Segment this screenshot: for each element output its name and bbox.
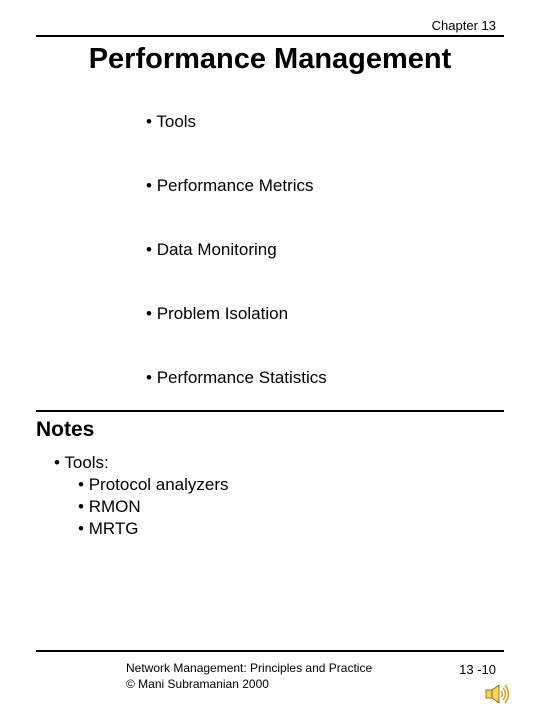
notes-list: • Tools: • Protocol analyzers • RMON • M…: [54, 452, 504, 540]
list-item-text: Problem Isolation: [157, 304, 288, 323]
notes-heading: Notes: [36, 418, 504, 442]
footer-text: Network Management: Principles and Pract…: [126, 660, 372, 692]
page-number: 13 -10: [459, 662, 496, 677]
notes-subitem-text: RMON: [89, 497, 141, 516]
notes-item-text: Tools:: [64, 453, 108, 472]
footer: Network Management: Principles and Pract…: [36, 650, 504, 692]
bullet: •: [78, 519, 84, 538]
chapter-label: Chapter 13: [36, 18, 504, 33]
middle-rule: [36, 410, 504, 412]
bullet: •: [146, 176, 152, 195]
bullet: •: [78, 475, 84, 494]
speaker-icon: [484, 682, 512, 706]
list-item: • Problem Isolation: [146, 304, 504, 324]
list-item-text: Data Monitoring: [157, 240, 277, 259]
list-item-text: Tools: [156, 112, 196, 131]
bullet: •: [146, 368, 152, 387]
notes-subitem-text: MRTG: [89, 519, 139, 538]
page-title: Performance Management: [36, 43, 504, 76]
list-item: • Tools: [146, 112, 504, 132]
notes-subitem: • MRTG: [78, 518, 504, 540]
list-item: • Performance Metrics: [146, 176, 504, 196]
footer-line-1: Network Management: Principles and Pract…: [126, 660, 372, 676]
list-item-text: Performance Statistics: [157, 368, 327, 387]
notes-item: • Tools:: [54, 452, 504, 474]
list-item-text: Performance Metrics: [157, 176, 314, 195]
main-bullet-list: • Tools • Performance Metrics • Data Mon…: [146, 112, 504, 388]
bullet: •: [146, 240, 152, 259]
notes-subitem-text: Protocol analyzers: [89, 475, 229, 494]
notes-subitem: • Protocol analyzers: [78, 474, 504, 496]
bullet: •: [146, 304, 152, 323]
list-item: • Performance Statistics: [146, 368, 504, 388]
bottom-rule: [36, 650, 504, 652]
top-rule: [36, 35, 504, 37]
bullet: •: [54, 453, 60, 472]
bullet: •: [146, 112, 152, 131]
notes-sublist: • Protocol analyzers • RMON • MRTG: [78, 474, 504, 540]
bullet: •: [78, 497, 84, 516]
notes-subitem: • RMON: [78, 496, 504, 518]
list-item: • Data Monitoring: [146, 240, 504, 260]
footer-line-2: © Mani Subramanian 2000: [126, 676, 372, 692]
